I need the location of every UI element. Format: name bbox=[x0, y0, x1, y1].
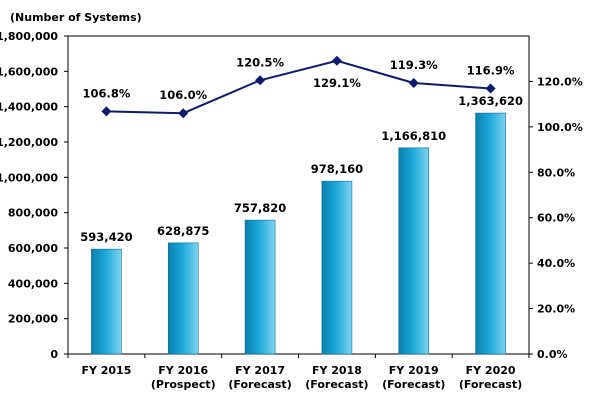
left-axis-tick-label-2: 400,000 bbox=[8, 277, 58, 290]
left-axis-tick-label-8: 1,600,000 bbox=[0, 65, 58, 78]
left-axis-tick-label-0: 0 bbox=[50, 348, 58, 361]
x-axis-label-1-1: (Prospect) bbox=[151, 378, 216, 391]
growth-rate-label-2: 120.5% bbox=[236, 55, 284, 69]
left-axis-tick-label-5: 1,000,000 bbox=[0, 171, 58, 184]
bar-value-label-2: 757,820 bbox=[234, 201, 286, 215]
left-axis-tick-label-4: 800,000 bbox=[8, 207, 58, 220]
x-axis-label-4-1: (Forecast) bbox=[382, 378, 445, 391]
left-axis-tick-label-9: 1,800,000 bbox=[0, 30, 58, 43]
bar-value-label-0: 593,420 bbox=[80, 230, 132, 244]
plot-frame bbox=[67, 35, 530, 355]
bar-value-label-4: 1,166,810 bbox=[381, 129, 446, 143]
right-axis-tick-label-2: 40.0% bbox=[537, 257, 575, 270]
growth-rate-marker-0 bbox=[101, 106, 112, 117]
right-axis-tick-label-6: 120.0% bbox=[537, 75, 583, 88]
bar-5 bbox=[475, 112, 506, 355]
bar-1 bbox=[167, 242, 199, 355]
x-axis-label-1-0: FY 2016 bbox=[158, 364, 208, 377]
right-axis-tick-label-3: 60.0% bbox=[537, 212, 575, 225]
bar-value-label-5: 1,363,620 bbox=[458, 94, 523, 108]
bar-3 bbox=[321, 180, 353, 355]
growth-rate-marker-5 bbox=[485, 83, 496, 94]
right-axis-tick-label-1: 20.0% bbox=[537, 303, 575, 316]
line-layer bbox=[101, 55, 496, 119]
growth-rate-marker-2 bbox=[255, 75, 266, 86]
bar-value-label-1: 628,875 bbox=[157, 224, 209, 238]
x-axis-label-3-1: (Forecast) bbox=[305, 378, 368, 391]
x-axis-label-4-0: FY 2019 bbox=[389, 364, 439, 377]
growth-rate-label-1: 106.0% bbox=[159, 88, 207, 102]
x-axis-label-5-1: (Forecast) bbox=[459, 378, 522, 391]
x-axis-label-2-0: FY 2017 bbox=[235, 364, 285, 377]
labels-layer: 593,420 628,875 757,820 978,160 1,166,810 1,3… bbox=[80, 55, 523, 244]
axes-layer: 0 200,000 400,000 600,000 800,000 1,000,000 1,… bbox=[0, 30, 583, 391]
growth-rate-marker-1 bbox=[178, 108, 189, 119]
growth-rate-marker-3 bbox=[331, 55, 342, 66]
x-axis-label-0-0: FY 2015 bbox=[81, 364, 131, 377]
left-axis-tick-label-7: 1,400,000 bbox=[0, 101, 58, 114]
left-axis-tick-label-3: 600,000 bbox=[8, 242, 58, 255]
bars-layer bbox=[91, 112, 506, 355]
growth-rate-label-3: 129.1% bbox=[313, 76, 361, 90]
growth-rate-label-4: 119.3% bbox=[390, 58, 438, 72]
right-axis-tick-label-4: 80.0% bbox=[537, 166, 575, 179]
bar-value-label-3: 978,160 bbox=[311, 162, 363, 176]
bar-2 bbox=[244, 219, 276, 355]
left-axis-tick-label-6: 1,200,000 bbox=[0, 136, 58, 149]
x-axis-label-3-0: FY 2018 bbox=[312, 364, 362, 377]
growth-rate-line bbox=[106, 59, 491, 115]
unit-label: (Number of Systems) bbox=[10, 11, 142, 24]
bar-4 bbox=[398, 147, 430, 355]
right-axis-tick-label-5: 100.0% bbox=[537, 121, 583, 134]
x-axis-label-5-0: FY 2020 bbox=[466, 364, 516, 377]
growth-rate-label-5: 116.9% bbox=[467, 63, 515, 77]
left-axis-tick-label-1: 200,000 bbox=[8, 313, 58, 326]
growth-rate-label-0: 106.8% bbox=[82, 86, 130, 100]
growth-rate-marker-4 bbox=[408, 78, 419, 89]
bar-0 bbox=[91, 248, 122, 355]
right-axis-tick-label-0: 0.0% bbox=[537, 348, 568, 361]
x-axis-label-2-1: (Forecast) bbox=[228, 378, 291, 391]
